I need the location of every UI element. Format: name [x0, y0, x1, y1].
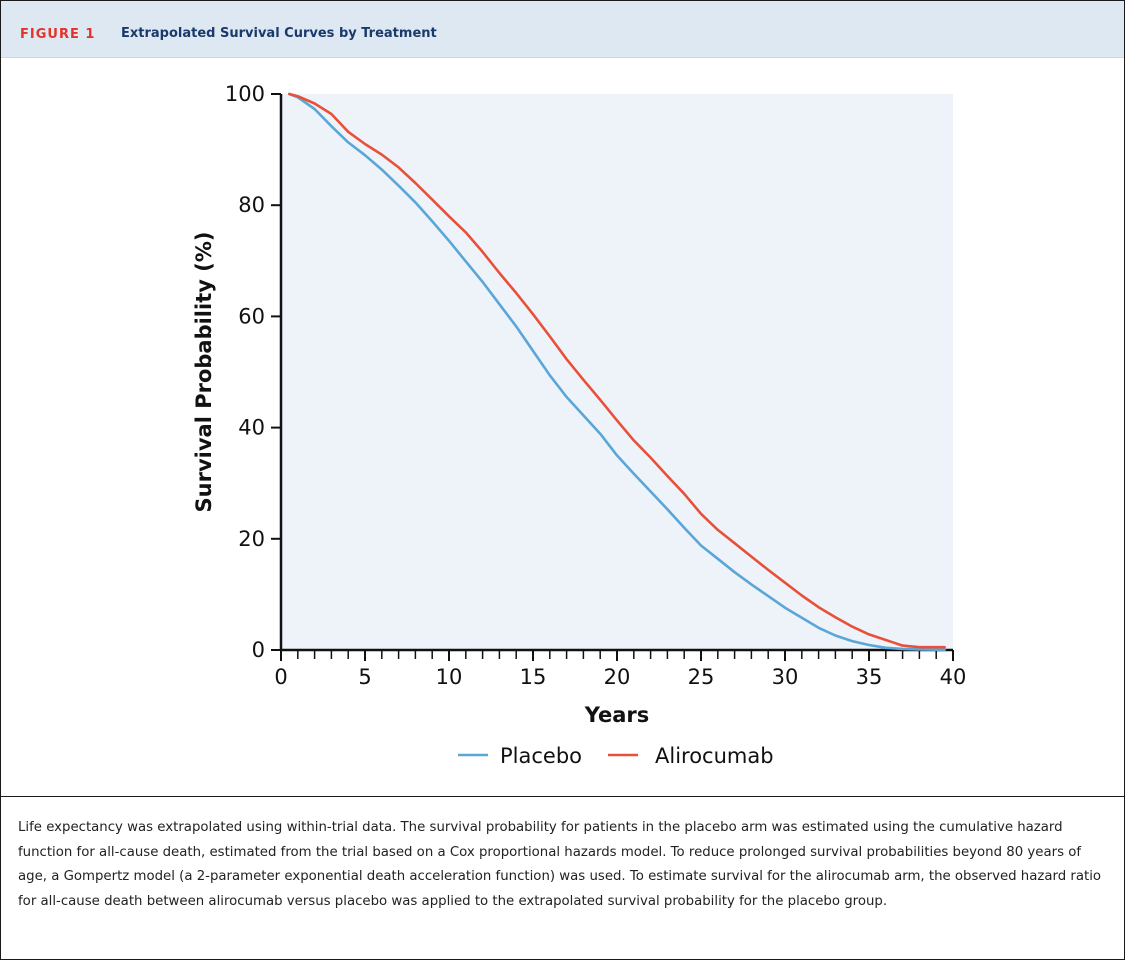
plot-area: [281, 94, 953, 650]
figure-caption: Life expectancy was extrapolated using w…: [18, 820, 1102, 909]
x-tick-label: 30: [772, 665, 799, 689]
x-tick-label: 40: [940, 665, 967, 689]
series-layer: [288, 92, 946, 652]
y-tick-label: 0: [252, 638, 265, 662]
series-line-placebo: [288, 92, 946, 652]
x-tick-label: 10: [436, 665, 463, 689]
y-tick-label: 40: [238, 416, 265, 440]
figure-title: Extrapolated Survival Curves by Treatmen…: [121, 26, 437, 41]
figure-label: FIGURE 1: [20, 27, 96, 42]
x-tick-label: 5: [358, 665, 371, 689]
x-axis-label: Years: [584, 703, 650, 727]
y-tick-label: 80: [238, 193, 265, 217]
figure-header: FIGURE 1 Extrapolated Survival Curves by…: [1, 1, 1124, 58]
x-tick-label: 35: [856, 665, 883, 689]
y-tick-label: 20: [238, 527, 265, 551]
x-tick-label: 15: [520, 665, 547, 689]
series-line-alirocumab: [288, 92, 946, 649]
legend-label-placebo: Placebo: [500, 744, 582, 768]
y-axis-label: Survival Probability (%): [192, 232, 216, 513]
y-tick-label: 60: [238, 304, 265, 328]
caption-divider: [1, 796, 1124, 797]
x-tick-label: 0: [274, 665, 287, 689]
tick-marks: 0 20 40 60 80 100 0 5 10 15 20 25 30 35 40: [225, 82, 966, 689]
legend: Placebo Alirocumab: [458, 744, 774, 768]
x-tick-label: 20: [604, 665, 631, 689]
survival-chart: 0 20 40 60 80 100 0 5 10 15 20 25 30 35 40 Years Survi…: [192, 82, 966, 768]
legend-label-alirocumab: Alirocumab: [655, 744, 774, 768]
y-tick-label: 100: [225, 82, 265, 106]
x-tick-label: 25: [688, 665, 715, 689]
